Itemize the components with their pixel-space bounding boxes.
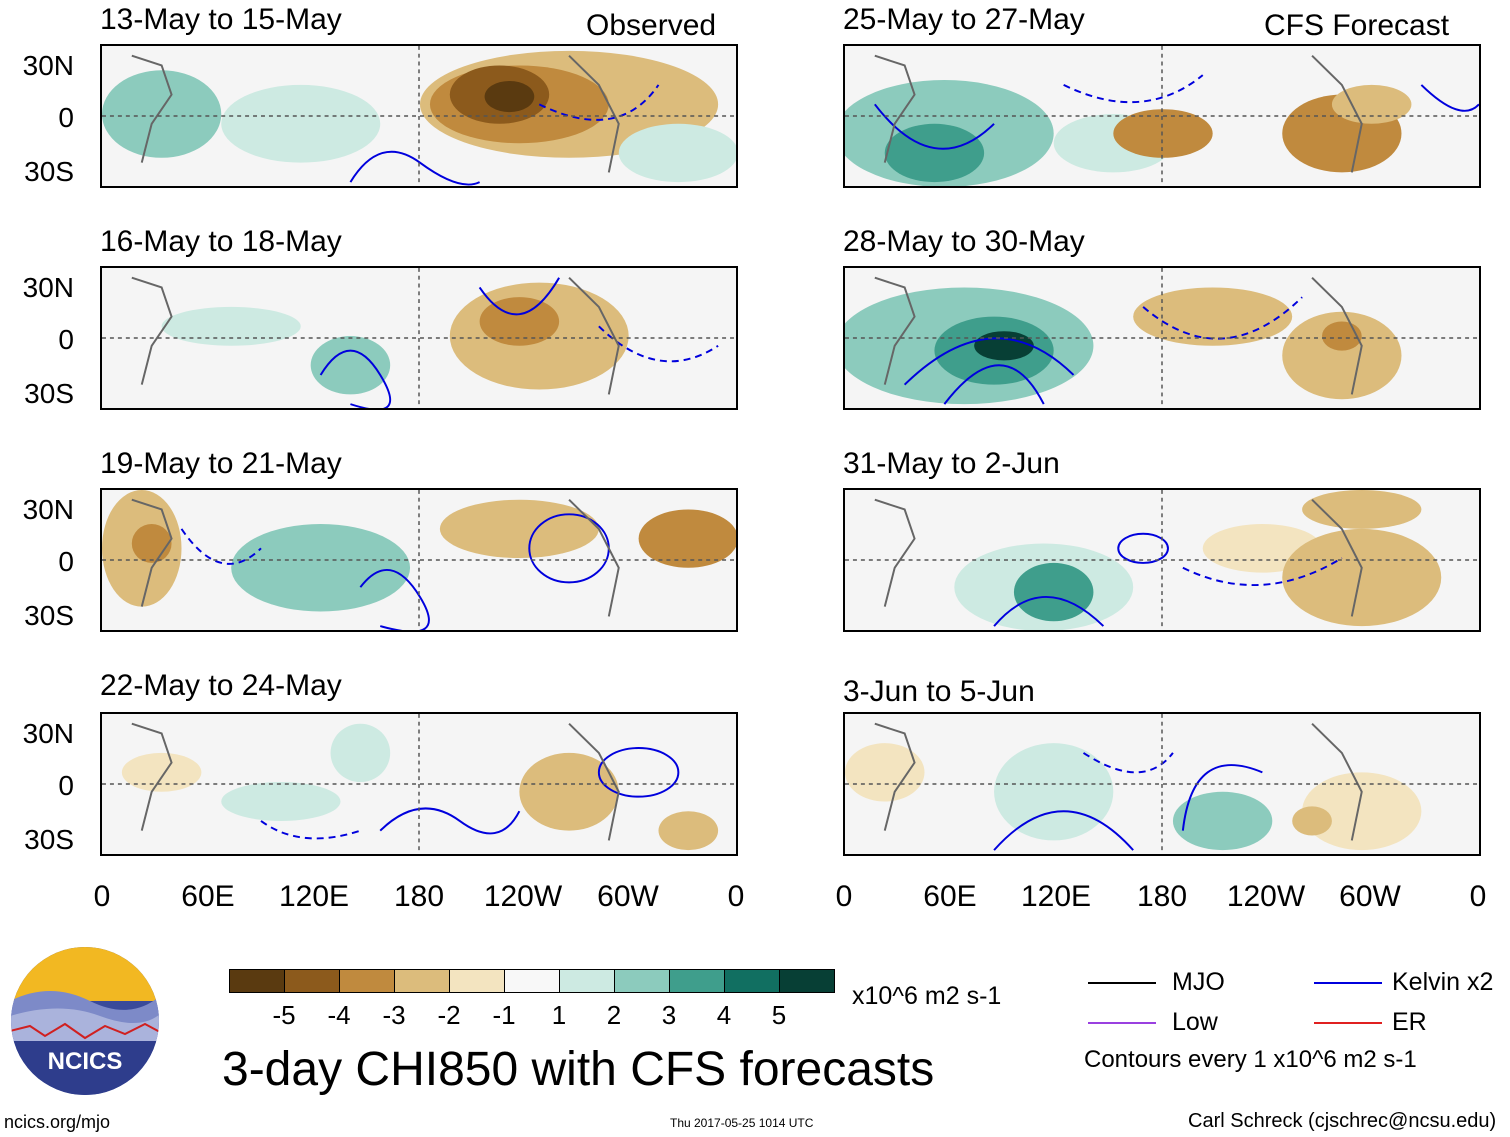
map-panel-r4	[843, 712, 1481, 856]
main-title: 3-day CHI850 with CFS forecasts	[222, 1043, 935, 1096]
lat-label-l3-0: 0	[58, 546, 74, 577]
colorbar-tick-label: -1	[492, 1000, 516, 1030]
panel-title-l2: 16-May to 18-May	[100, 225, 342, 258]
legend-kelvin-line	[1314, 982, 1382, 984]
colorbar-swatch	[669, 969, 725, 993]
legend-kelvin-label: Kelvin x2	[1392, 968, 1494, 996]
colorbar-swatch	[779, 969, 835, 993]
legend-low-label: Low	[1172, 1008, 1218, 1036]
lon-label-right-0-end: 0	[1469, 880, 1487, 913]
logo-text: NCICS	[48, 1048, 123, 1075]
lat-label-l4-0: 0	[58, 770, 74, 801]
lat-label-l1-30n: 30N	[22, 50, 74, 81]
colorbar-tick-label: 1	[551, 1000, 567, 1030]
colorbar-tick-label: 3	[661, 1000, 677, 1030]
lon-label-right-120e: 120E	[1020, 880, 1092, 913]
panel-title-r1: 25-May to 27-May	[843, 3, 1085, 36]
lon-label-right-60w: 60W	[1339, 880, 1401, 913]
map-panel-l3	[100, 488, 738, 632]
panel-title-l1: 13-May to 15-May	[100, 3, 342, 36]
lat-label-l2-0: 0	[58, 324, 74, 355]
colorbar-swatch	[614, 969, 670, 993]
panel-title-r4: 3-Jun to 5-Jun	[843, 675, 1035, 708]
contour-note: Contours every 1 x10^6 m2 s-1	[1084, 1046, 1417, 1073]
map-panel-r3	[843, 488, 1481, 632]
colorbar-tick-label: -2	[437, 1000, 461, 1030]
colorbar-tick-label: -3	[382, 1000, 406, 1030]
legend-low-line	[1088, 1022, 1156, 1024]
lat-label-l1-0: 0	[58, 102, 74, 133]
legend-mjo-line	[1088, 982, 1156, 984]
map-panel-l2	[100, 266, 738, 410]
forecast-label: CFS Forecast	[1264, 9, 1450, 42]
observed-label: Observed	[586, 9, 717, 42]
legend-mjo-label: MJO	[1172, 968, 1225, 996]
map-panel-r1	[843, 44, 1481, 188]
lon-label-right-180: 180	[1136, 880, 1188, 913]
footer-url[interactable]: ncics.org/mjo	[4, 1112, 111, 1132]
lon-label-right-0: 0	[835, 880, 853, 913]
lon-label-left-60w: 60W	[597, 880, 659, 913]
panel-title-l4: 22-May to 24-May	[100, 669, 342, 702]
map-panel-l4	[100, 712, 738, 856]
lon-label-left-120e: 120E	[278, 880, 350, 913]
lon-label-left-60e: 60E	[181, 880, 235, 913]
lat-label-l2-30s: 30S	[24, 378, 74, 409]
colorbar-swatch	[284, 969, 340, 993]
map-panel-r2	[843, 266, 1481, 410]
lat-label-l2-30n: 30N	[22, 272, 74, 303]
colorbar-swatch	[724, 969, 780, 993]
colorbar-tick-label: -5	[272, 1000, 296, 1030]
colorbar-swatch	[504, 969, 560, 993]
lat-label-l4-30s: 30S	[24, 824, 74, 855]
lat-label-l3-30s: 30S	[24, 600, 74, 631]
footer-author: Carl Schreck (cjschrec@ncsu.edu)	[1188, 1110, 1497, 1132]
footer-timestamp: Thu 2017-05-25 1014 UTC	[670, 1116, 814, 1130]
lat-label-l4-30n: 30N	[22, 718, 74, 749]
colorbar-tick-label: 5	[771, 1000, 787, 1030]
colorbar-tick-label: 2	[606, 1000, 622, 1030]
legend-er-line	[1314, 1022, 1382, 1024]
ncics-logo: NCICS	[10, 946, 160, 1096]
panel-title-r2: 28-May to 30-May	[843, 225, 1085, 258]
map-panel-l1	[100, 44, 738, 188]
lon-label-left-0: 0	[93, 880, 111, 913]
panel-title-r3: 31-May to 2-Jun	[843, 447, 1060, 480]
colorbar-swatch	[229, 969, 285, 993]
colorbar-swatch	[559, 969, 615, 993]
lat-label-l3-30n: 30N	[22, 494, 74, 525]
lon-label-left-180: 180	[393, 880, 445, 913]
colorbar-units: x10^6 m2 s-1	[852, 982, 1002, 1010]
colorbar-swatch	[394, 969, 450, 993]
legend-er-label: ER	[1392, 1008, 1427, 1036]
colorbar-swatch	[339, 969, 395, 993]
lat-label-l1-30s: 30S	[24, 156, 74, 187]
panel-title-l3: 19-May to 21-May	[100, 447, 342, 480]
colorbar-swatch	[449, 969, 505, 993]
lon-label-left-0-end: 0	[727, 880, 745, 913]
colorbar-tick-label: 4	[716, 1000, 732, 1030]
lon-label-right-60e: 60E	[923, 880, 977, 913]
colorbar-tick-label: -4	[327, 1000, 351, 1030]
lon-label-right-120w: 120W	[1226, 880, 1306, 913]
lon-label-left-120w: 120W	[483, 880, 563, 913]
